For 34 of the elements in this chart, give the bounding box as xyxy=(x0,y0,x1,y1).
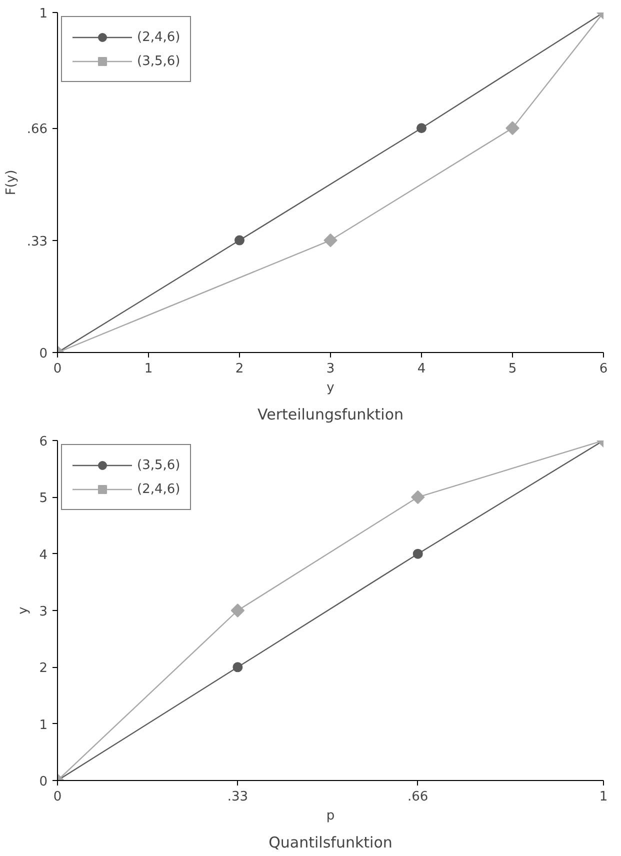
y-tick-label: 4 xyxy=(39,548,48,563)
point xyxy=(412,548,423,559)
y-axis-title: F(y) xyxy=(4,170,19,196)
y-tick-label: 1 xyxy=(39,718,48,733)
y-tick-label: 0 xyxy=(39,346,48,362)
x-tick-label: 3 xyxy=(326,362,335,376)
x-tick-label: 2 xyxy=(235,362,244,376)
y-tick-label: 5 xyxy=(39,491,48,506)
x-tick-label: 6 xyxy=(599,362,608,376)
y-tick-label: 2 xyxy=(39,661,48,676)
y-tick-label: 0 xyxy=(39,774,48,790)
y-tick-label: .33 xyxy=(26,234,48,250)
y-tick-label: 1 xyxy=(39,6,48,22)
x-tick-label: 1 xyxy=(144,362,153,376)
legend-label: (2,4,6) xyxy=(137,482,180,496)
y-axis-title: y xyxy=(16,606,32,614)
y-tick-label: .66 xyxy=(26,122,48,138)
x-tick-label: 4 xyxy=(417,362,426,376)
y-tick-label: 6 xyxy=(39,434,48,450)
x-tick-label: 5 xyxy=(508,362,517,376)
x-tick-label: .33 xyxy=(227,790,248,804)
text: Verteilungsfunktion xyxy=(258,406,404,424)
legend-label: (2,4,6) xyxy=(137,30,180,44)
x-tick-label: 0 xyxy=(53,790,62,804)
x-axis-title: p xyxy=(326,808,335,824)
text: Quantilsfunktion xyxy=(268,834,392,852)
x-tick-label: .66 xyxy=(408,790,428,804)
x-tick-label: 1 xyxy=(599,790,608,804)
x-axis-title: y xyxy=(326,380,335,396)
x-tick-label: 0 xyxy=(53,362,62,376)
y-tick-label: 3 xyxy=(39,604,48,620)
point xyxy=(232,662,243,672)
legend-label: (3,5,6) xyxy=(137,458,180,472)
legend-label: (3,5,6) xyxy=(137,54,180,68)
